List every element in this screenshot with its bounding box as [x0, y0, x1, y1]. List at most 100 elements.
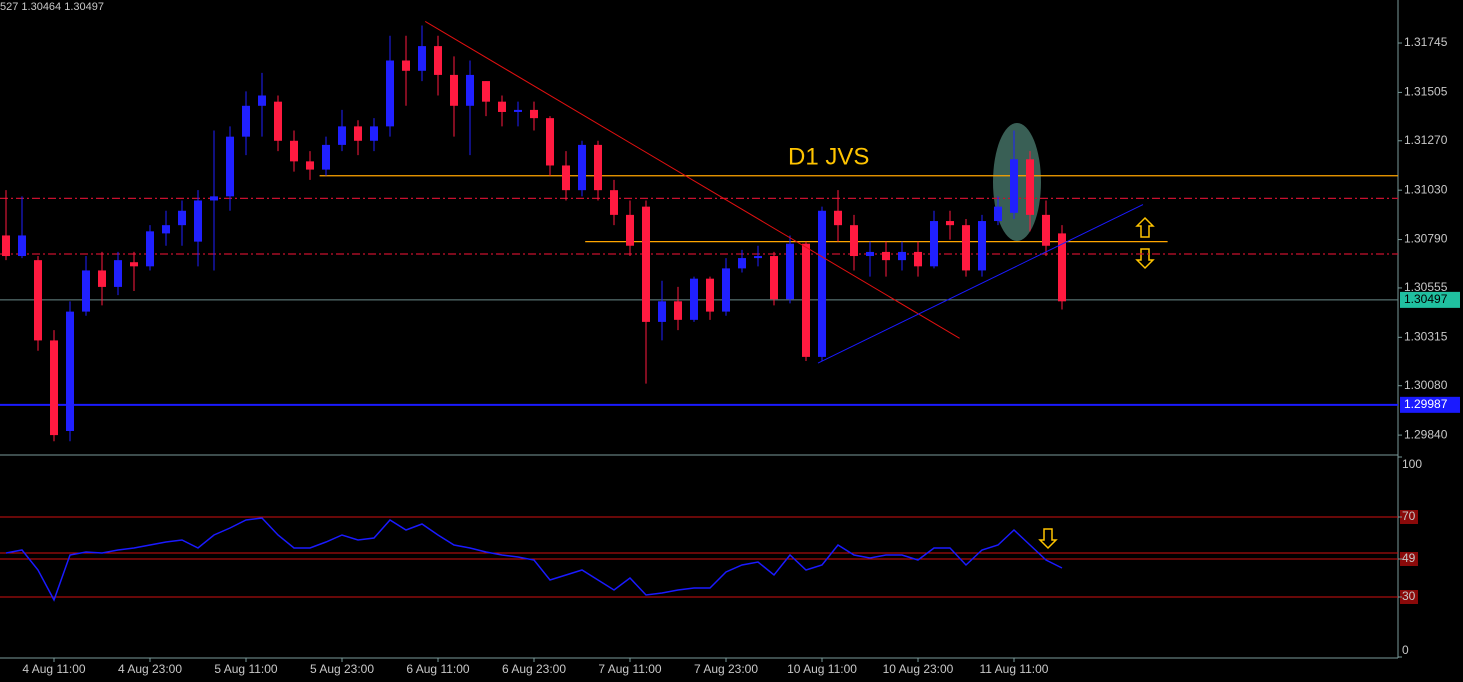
- candle-body: [770, 256, 778, 300]
- y-tick-label: 1.31030: [1404, 182, 1448, 196]
- y-tick-label: 49: [1402, 551, 1416, 565]
- y-tick-label: 1.31505: [1404, 85, 1448, 99]
- candle-body: [354, 126, 362, 141]
- candle-body: [738, 258, 746, 269]
- candle-body: [210, 196, 218, 201]
- trend-line: [817, 204, 1144, 364]
- candle-body: [162, 225, 170, 234]
- up-arrow: [1135, 216, 1155, 238]
- annotation: D1 JVS: [788, 143, 869, 170]
- candle-body: [626, 214, 634, 246]
- candle-body: [978, 221, 986, 271]
- candle-body: [530, 109, 538, 119]
- candle-body: [642, 206, 650, 322]
- candle-body: [994, 206, 1002, 222]
- candle-body: [194, 200, 202, 242]
- candle-body: [562, 165, 570, 191]
- candle-body: [482, 81, 490, 102]
- y-tick-label: 1.30315: [1404, 330, 1448, 344]
- candle-body: [258, 95, 266, 106]
- candle-body: [386, 60, 394, 127]
- candle-body: [114, 260, 122, 287]
- y-tick-label: 1.31270: [1404, 133, 1448, 147]
- candle-body: [594, 144, 602, 191]
- candle-body: [418, 46, 426, 71]
- candle-body: [338, 126, 346, 145]
- candle-body: [306, 161, 314, 170]
- y-tick-label: 1.29840: [1404, 427, 1448, 441]
- candle-body: [818, 210, 826, 357]
- price-label: 1.29987: [1404, 397, 1448, 411]
- y-tick-label: 1.30790: [1404, 232, 1448, 246]
- candle-body: [946, 221, 954, 226]
- candle-body: [226, 136, 234, 197]
- candle-body: [242, 105, 250, 137]
- candle-body: [514, 109, 522, 112]
- x-tick-label: 4 Aug 11:00: [22, 662, 85, 676]
- x-tick-label: 6 Aug 23:00: [502, 662, 566, 676]
- x-tick-label: 11 Aug 11:00: [980, 662, 1049, 676]
- candle-body: [290, 140, 298, 162]
- down-arrow: [1135, 248, 1155, 270]
- y-tick-label: 100: [1402, 457, 1422, 471]
- y-tick-label: 1.30555: [1404, 280, 1448, 294]
- candle-body: [706, 278, 714, 312]
- y-tick-label: 1.30080: [1404, 378, 1448, 392]
- header-quote: 527 1.30464 1.30497: [0, 1, 104, 13]
- candle-body: [2, 235, 10, 257]
- x-tick-label: 10 Aug 23:00: [883, 662, 954, 676]
- candle-body: [434, 46, 442, 75]
- candle-body: [1058, 233, 1066, 302]
- candle-body: [50, 340, 58, 436]
- x-tick-label: 5 Aug 23:00: [310, 662, 374, 676]
- trend-line: [424, 20, 960, 339]
- candle-body: [546, 118, 554, 166]
- x-tick-label: 5 Aug 11:00: [214, 662, 277, 676]
- candle-body: [610, 190, 618, 215]
- candle-body: [690, 278, 698, 320]
- candle-body: [754, 256, 762, 259]
- price-label-box: [1400, 396, 1460, 413]
- x-tick-label: 7 Aug 11:00: [598, 662, 661, 676]
- candle-body: [322, 144, 330, 170]
- candle-body: [402, 60, 410, 71]
- candle-body: [1042, 214, 1050, 246]
- candle-body: [82, 270, 90, 312]
- candle-body: [370, 126, 378, 141]
- candle-body: [674, 301, 682, 320]
- x-tick-label: 6 Aug 11:00: [406, 662, 469, 676]
- down-arrow: [1038, 528, 1058, 550]
- candle-body: [466, 74, 474, 106]
- y-tick-label: 30: [1402, 589, 1416, 603]
- candle-body: [962, 225, 970, 271]
- candle-body: [98, 270, 106, 287]
- level-label-box: [1400, 590, 1418, 604]
- candle-body: [450, 74, 458, 106]
- x-tick-label: 7 Aug 23:00: [694, 662, 758, 676]
- level-label-box: [1400, 552, 1418, 566]
- candle-body: [34, 260, 42, 341]
- candle-body: [1010, 159, 1018, 213]
- candle-body: [578, 144, 586, 191]
- candle-body: [930, 221, 938, 267]
- candle-body: [786, 243, 794, 300]
- y-tick-label: 70: [1402, 509, 1416, 523]
- y-tick-label: 0: [1402, 643, 1409, 657]
- candle-body: [658, 301, 666, 322]
- candle-body: [18, 235, 26, 257]
- candle-body: [722, 268, 730, 312]
- level-label-box: [1400, 510, 1418, 524]
- current-price-label: 1.30497: [1404, 292, 1448, 306]
- x-tick-label: 10 Aug 11:00: [787, 662, 857, 676]
- candle-body: [866, 251, 874, 257]
- candle-body: [1026, 159, 1034, 215]
- candle-body: [850, 225, 858, 257]
- candle-body: [178, 210, 186, 226]
- candle-body: [66, 311, 74, 431]
- current-price-box: [1400, 291, 1460, 308]
- candle-body: [882, 251, 890, 261]
- candle-body: [274, 101, 282, 141]
- x-tick-label: 4 Aug 23:00: [118, 662, 182, 676]
